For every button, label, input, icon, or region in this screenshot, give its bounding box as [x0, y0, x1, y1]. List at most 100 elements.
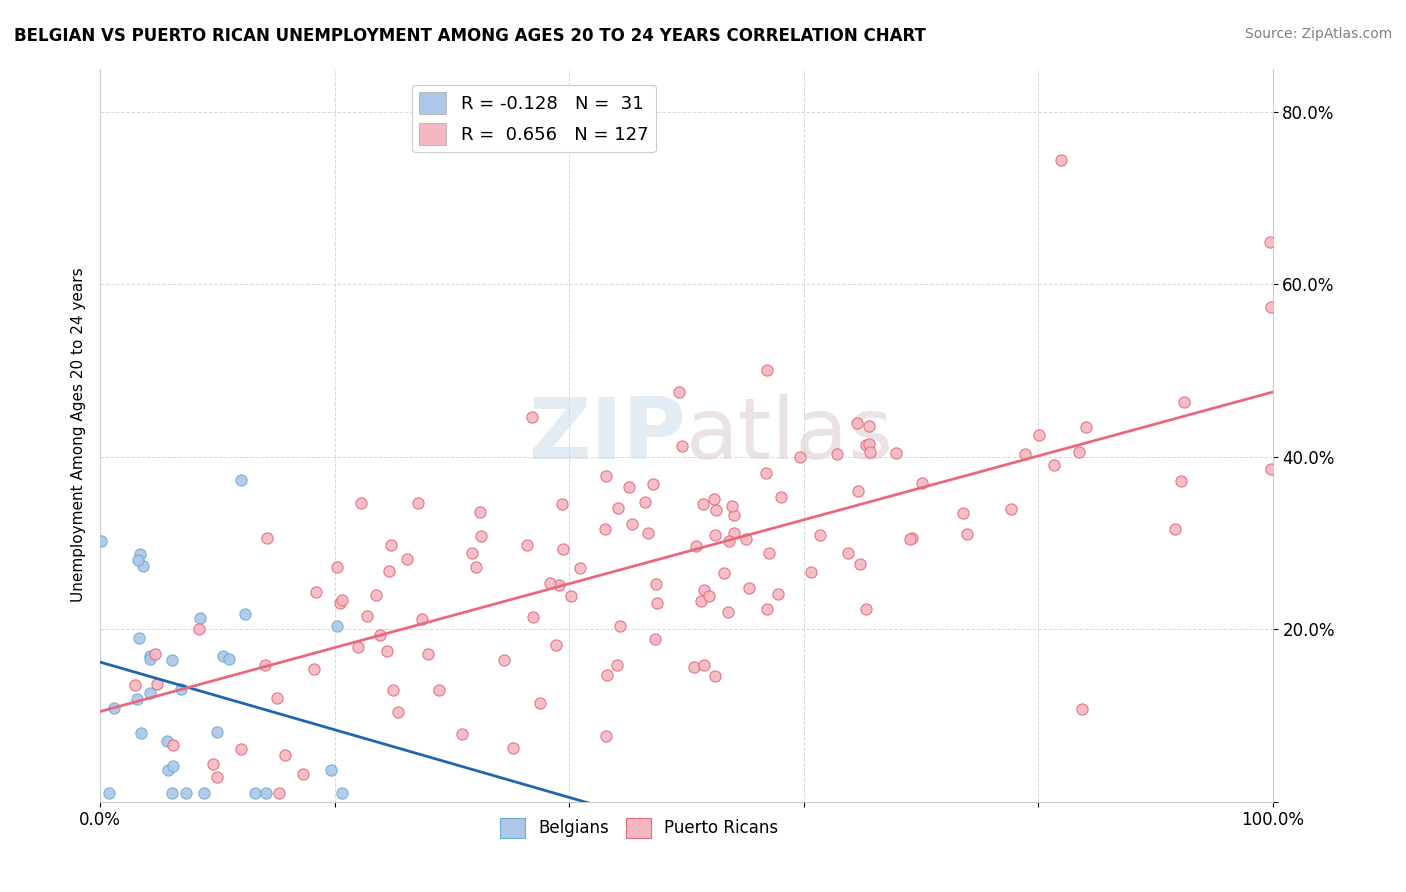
Point	[1076, 419, 1098, 434]
Point	[254, 786, 277, 800]
Point	[254, 658, 277, 673]
Point	[103, 701, 125, 715]
Point	[855, 602, 877, 616]
Point	[124, 678, 146, 692]
Point	[174, 786, 197, 800]
Point	[187, 623, 209, 637]
Point	[553, 542, 575, 557]
Point	[848, 484, 870, 499]
Point	[160, 653, 183, 667]
Point	[595, 730, 617, 744]
Point	[229, 473, 252, 487]
Point	[884, 446, 907, 460]
Point	[97, 786, 120, 800]
Point	[212, 649, 235, 664]
Point	[292, 767, 315, 781]
Point	[637, 525, 659, 540]
Point	[330, 786, 353, 800]
Point	[858, 419, 880, 434]
Point	[522, 609, 544, 624]
Point	[1050, 153, 1073, 168]
Point	[911, 476, 934, 491]
Point	[139, 652, 162, 666]
Point	[516, 538, 538, 552]
Point	[243, 786, 266, 800]
Point	[645, 596, 668, 610]
Point	[368, 628, 391, 642]
Point	[330, 593, 353, 607]
Point	[703, 669, 725, 683]
Point	[129, 725, 152, 739]
Point	[704, 503, 727, 517]
Point	[502, 741, 524, 756]
Point	[1258, 235, 1281, 249]
Point	[645, 577, 668, 591]
Point	[450, 727, 472, 741]
Point	[595, 668, 617, 682]
Point	[956, 527, 979, 541]
Point	[461, 546, 484, 560]
Point	[738, 581, 761, 595]
Point	[321, 763, 343, 777]
Point	[755, 467, 778, 481]
Point	[127, 691, 149, 706]
Point	[139, 648, 162, 663]
Point	[468, 505, 491, 519]
Point	[408, 495, 430, 509]
Point	[538, 576, 561, 591]
Point	[520, 409, 543, 424]
Point	[693, 658, 716, 673]
Point	[266, 690, 288, 705]
Point	[713, 566, 735, 580]
Point	[1170, 475, 1192, 489]
Point	[201, 756, 224, 771]
Point	[170, 681, 193, 696]
Point	[356, 608, 378, 623]
Point	[703, 491, 725, 506]
Point	[1173, 394, 1195, 409]
Point	[329, 596, 352, 610]
Point	[347, 640, 370, 654]
Point	[326, 559, 349, 574]
Point	[560, 589, 582, 603]
Point	[717, 605, 740, 619]
Point	[569, 561, 592, 575]
Point	[1000, 501, 1022, 516]
Point	[544, 638, 567, 652]
Point	[789, 450, 811, 464]
Point	[855, 437, 877, 451]
Point	[464, 560, 486, 574]
Point	[418, 647, 440, 661]
Point	[723, 526, 745, 541]
Point	[858, 437, 880, 451]
Point	[1071, 702, 1094, 716]
Point	[1028, 428, 1050, 442]
Point	[685, 539, 707, 553]
Text: ZIP: ZIP	[529, 393, 686, 476]
Point	[723, 508, 745, 523]
Point	[129, 547, 152, 561]
Point	[155, 734, 177, 748]
Point	[302, 662, 325, 676]
Point	[205, 724, 228, 739]
Point	[1260, 301, 1282, 315]
Point	[620, 516, 643, 531]
Point	[721, 499, 744, 513]
Point	[162, 759, 184, 773]
Point	[127, 552, 149, 566]
Point	[634, 494, 657, 508]
Point	[529, 696, 551, 710]
Point	[387, 705, 409, 719]
Point	[606, 500, 628, 515]
Point	[859, 445, 882, 459]
Point	[193, 786, 215, 800]
Point	[609, 619, 631, 633]
Point	[160, 786, 183, 800]
Point	[848, 557, 870, 571]
Point	[350, 496, 373, 510]
Point	[683, 660, 706, 674]
Point	[1067, 445, 1090, 459]
Point	[157, 763, 180, 777]
Point	[188, 611, 211, 625]
Point	[427, 683, 450, 698]
